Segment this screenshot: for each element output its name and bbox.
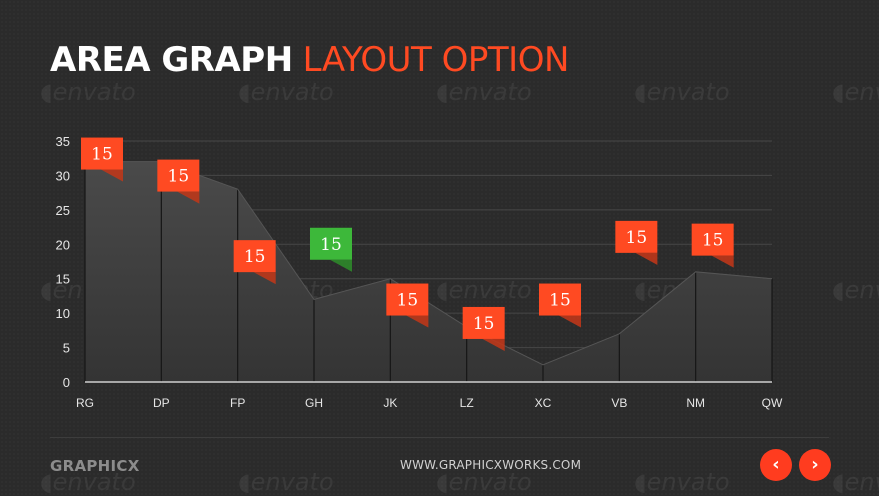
flag-tail: [330, 259, 352, 272]
area-series: [84, 161, 773, 382]
brand-logo: GRAPHICX: [50, 457, 140, 475]
flag-label: 15: [397, 291, 419, 311]
value-flag: 15: [81, 137, 123, 182]
flag-body: [462, 306, 505, 339]
flag-label: 15: [473, 314, 495, 334]
flag-tail: [406, 315, 429, 328]
value-flag: 15: [310, 227, 352, 272]
flag-body: [233, 240, 276, 273]
x-tick-label: RG: [76, 396, 94, 410]
flag-tail-shade: [253, 272, 276, 285]
flag-tail-shade: [177, 191, 200, 204]
x-tick-label: DP: [153, 396, 170, 410]
flag-tail-shade: [101, 169, 123, 182]
value-flag: 15: [233, 240, 276, 285]
flag-tail: [253, 272, 276, 285]
y-tick-label: 15: [56, 272, 70, 287]
flag-label: 15: [244, 247, 266, 267]
x-tick-label: FP: [230, 396, 245, 410]
y-tick-label: 5: [63, 341, 70, 356]
area-outline: [85, 161, 773, 366]
title-bold: AREA GRAPH: [50, 40, 293, 80]
flag-label: 15: [549, 291, 571, 311]
x-tick-label: JK: [383, 396, 397, 410]
chevron-left-icon: ‹: [772, 454, 780, 475]
value-flag: 15: [691, 223, 734, 268]
title-accent: LAYOUT OPTION: [302, 40, 570, 80]
y-tick-label: 10: [56, 306, 70, 321]
footer-divider: [50, 437, 829, 438]
y-tick-label: 25: [56, 203, 70, 218]
x-tick-label: XC: [535, 396, 552, 410]
flag-label: 15: [626, 228, 648, 248]
axes: 0 5 10 15 20 25 30 35 RG DP FP GH JK LZ XC VB NM QW: [56, 134, 783, 410]
flag-body: [539, 283, 581, 316]
flag-tail: [559, 315, 581, 328]
y-tick-label: 0: [63, 375, 70, 390]
value-flag: 15: [157, 159, 200, 204]
value-flags: 15 15 15 15 15 15 15 15 15: [81, 137, 734, 351]
flag-tail-shade: [711, 255, 734, 268]
value-flag: 15: [386, 283, 429, 328]
flag-body: [81, 137, 123, 170]
flag-tail-shade: [559, 315, 581, 328]
x-tick-label: QW: [762, 396, 783, 410]
flag-label: 15: [320, 235, 342, 255]
flag-tail: [635, 252, 658, 265]
prev-button[interactable]: ‹: [760, 449, 792, 481]
flag-body: [157, 159, 200, 192]
flag-tail: [101, 169, 123, 182]
flag-body: [310, 227, 352, 260]
flag-tail: [482, 338, 505, 351]
x-tick-label: VB: [611, 396, 627, 410]
envato-watermark: ◖envato: [634, 468, 730, 496]
flag-label: 15: [702, 231, 724, 251]
flag-body: [386, 283, 429, 316]
page-title: AREA GRAPH LAYOUT OPTION: [50, 38, 569, 82]
flag-tail: [177, 191, 200, 204]
flag-tail-shade: [330, 259, 352, 272]
flag-tail-shade: [406, 315, 429, 328]
value-flag: 15: [539, 283, 581, 328]
flag-label: 15: [168, 167, 190, 187]
y-tick-label: 30: [56, 168, 70, 183]
value-flag: 15: [462, 306, 505, 351]
flag-body: [691, 223, 734, 256]
envato-watermark: ◖envato: [436, 468, 532, 496]
value-flag: 15: [615, 220, 658, 265]
envato-watermark: ◖envato: [832, 468, 879, 496]
flag-tail-shade: [635, 252, 658, 265]
flag-tail-shade: [482, 338, 505, 351]
x-tick-label: NM: [686, 396, 705, 410]
next-button[interactable]: ›: [799, 449, 831, 481]
x-tick-label: GH: [305, 396, 323, 410]
flag-tail: [711, 255, 734, 268]
website-url[interactable]: WWW.GRAPHICXWORKS.COM: [400, 458, 582, 472]
flag-label: 15: [91, 145, 113, 165]
envato-watermark: ◖envato: [238, 468, 334, 496]
flag-body: [615, 220, 658, 253]
x-tick-label: LZ: [460, 396, 474, 410]
chevron-right-icon: ›: [811, 454, 819, 475]
y-tick-label: 20: [56, 237, 70, 252]
y-tick-label: 35: [56, 134, 70, 149]
